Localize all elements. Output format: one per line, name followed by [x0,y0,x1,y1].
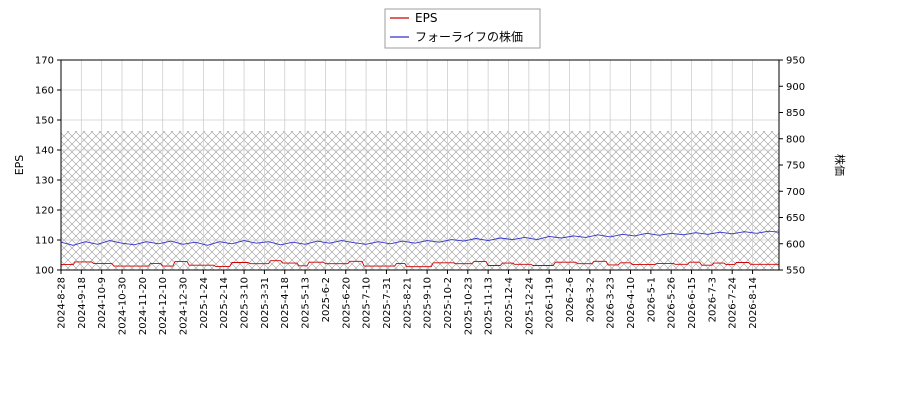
x-tick-label: 2025-11-13 [484,277,495,335]
right-tick-label: 600 [786,239,805,250]
x-tick-label: 2025-10-23 [463,277,474,335]
hatched-band [61,131,779,270]
right-tick-label: 750 [786,161,805,172]
x-tick-label: 2026-1-19 [545,277,556,329]
x-tick-label: 2026-5-1 [646,277,657,322]
x-tick-label: 2025-3-10 [240,277,251,329]
legend-price-label: フォーライフの株価 [415,29,523,44]
left-tick-label: 130 [35,176,54,187]
x-tick-label: 2025-3-31 [260,277,271,329]
x-tick-label: 2025-1-24 [199,277,210,329]
x-tick-label: 2025-7-10 [362,277,373,329]
x-tick-label: 2026-3-2 [585,277,596,322]
legend-eps-label: EPS [415,11,437,25]
price-series-line [61,230,779,246]
x-tick-label: 2026-7-24 [728,277,739,329]
right-tick-label: 850 [786,108,805,119]
left-tick-label: 140 [35,146,54,157]
x-tick-label: 2025-4-18 [280,277,291,329]
x-tick-label: 2024-12-30 [179,277,190,335]
x-tick-label: 2025-12-24 [524,277,535,335]
left-tick-label: 170 [35,56,54,67]
left-tick-label: 110 [35,236,54,247]
x-tick-label: 2024-12-10 [158,277,169,335]
x-tick-label: 2026-3-23 [606,277,617,329]
x-tick-label: 2024-8-28 [57,277,68,329]
x-tick-label: 2024-11-20 [138,277,149,335]
x-tick-label: 2025-6-2 [321,277,332,322]
x-tick-label: 2025-7-31 [382,277,393,329]
x-axis-ticks: 2024-8-28 2024-9-18 2024-10-9 2024-10-30 202… [57,270,759,335]
x-tick-label: 2024-10-30 [118,277,129,335]
right-tick-label: 650 [786,213,805,224]
x-tick-label: 2026-2-6 [565,277,576,322]
series-layer [61,230,779,268]
legend-frame [384,8,541,49]
x-tick-label: 2025-2-14 [219,277,230,329]
eps-series-line [61,260,779,268]
right-axis-ticks: 550 600 650 700 750 800 850 900 950 [779,56,805,277]
x-tick-label: 2026-4-10 [626,277,637,329]
left-tick-label: 120 [35,206,54,217]
x-tick-label: 2025-8-21 [402,277,413,329]
x-tick-label: 2025-9-10 [423,277,434,329]
right-tick-label: 700 [786,187,805,198]
x-tick-label: 2026-7-3 [707,277,718,322]
legend: EPS フォーライフの株価 [384,8,541,49]
left-axis-title: EPS [13,155,26,176]
x-tick-label: 2024-10-9 [97,277,108,329]
right-tick-label: 800 [786,134,805,145]
x-tick-label: 2026-6-15 [687,277,698,329]
right-tick-label: 900 [786,82,805,93]
x-tick-label: 2024-9-18 [77,277,88,329]
x-tick-label: 2026-8-14 [748,277,759,329]
left-tick-label: 150 [35,116,54,127]
x-tick-label: 2025-6-20 [341,277,352,329]
right-tick-label: 550 [786,266,805,277]
left-tick-label: 100 [35,266,54,277]
right-axis-title: 株価 [833,154,847,176]
x-tick-label: 2025-5-13 [301,277,312,329]
left-tick-label: 160 [35,86,54,97]
left-axis-ticks: 100 110 120 130 140 150 160 170 [35,56,61,277]
x-tick-label: 2025-10-2 [443,277,454,329]
right-tick-label: 950 [786,56,805,67]
x-tick-label: 2025-12-4 [504,277,515,329]
x-tick-label: 2026-5-26 [667,277,678,329]
